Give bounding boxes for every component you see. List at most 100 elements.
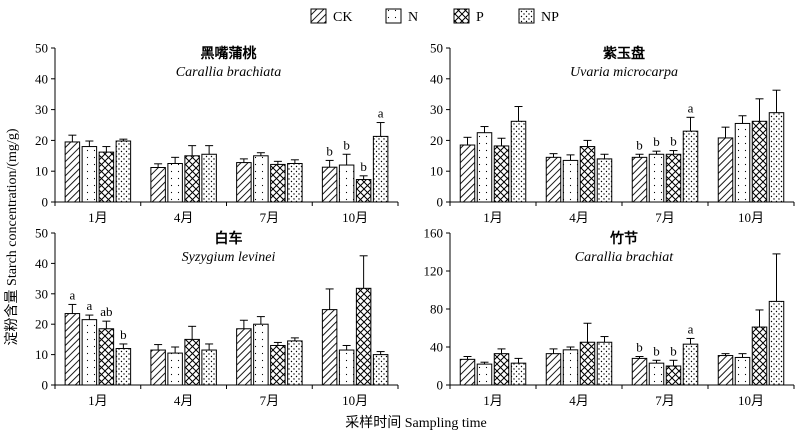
- significance-label: a: [69, 287, 75, 302]
- bar-np: [596, 158, 613, 203]
- bar-ck: [631, 156, 648, 203]
- y-tick-label: 0: [437, 195, 444, 210]
- bar-np: [115, 348, 132, 386]
- bar-p: [579, 341, 596, 386]
- bar-p: [270, 163, 286, 203]
- y-tick-label: 40: [35, 256, 48, 271]
- legend-swatch-ck: [310, 8, 327, 24]
- bar-ck: [459, 144, 476, 203]
- bar-p: [579, 146, 596, 203]
- x-tick-label: 4月: [569, 210, 589, 225]
- bar-p: [493, 145, 510, 203]
- bar-ck: [545, 353, 562, 386]
- bar-ck: [321, 166, 338, 203]
- y-tick-label: 20: [35, 317, 48, 332]
- y-tick-label: 10: [35, 347, 48, 362]
- x-tick-label: 10月: [738, 210, 764, 225]
- bar-n: [253, 323, 269, 386]
- bar-n: [253, 155, 269, 203]
- significance-label: b: [636, 137, 643, 152]
- panel-title: 竹节: [609, 230, 638, 247]
- bar-ck: [631, 357, 648, 386]
- legend-swatch-p: [453, 8, 470, 24]
- bar-np: [287, 163, 303, 203]
- bar-p: [665, 365, 682, 386]
- bar-n: [167, 163, 183, 203]
- bar-n: [648, 362, 665, 386]
- bar-n: [81, 146, 98, 203]
- x-tick-label: 7月: [655, 210, 675, 225]
- significance-label: ab: [100, 304, 112, 319]
- significance-label: b: [326, 143, 333, 158]
- bar-n: [476, 132, 493, 203]
- bar-p: [665, 153, 682, 203]
- bar-np: [510, 120, 527, 203]
- bar-n: [562, 349, 579, 386]
- y-tick-label: 10: [430, 164, 443, 179]
- bar-p: [98, 328, 115, 386]
- bar-np: [372, 135, 389, 203]
- bar-p: [184, 338, 200, 386]
- panel-title: 紫玉盘: [603, 45, 645, 62]
- y-tick-label: 40: [35, 71, 48, 86]
- y-tick-label: 20: [430, 133, 443, 148]
- significance-label: b: [653, 343, 660, 358]
- bar-n: [648, 153, 665, 203]
- y-tick-label: 40: [430, 71, 443, 86]
- bar-p: [751, 326, 768, 386]
- legend-item-p: P: [453, 8, 484, 25]
- legend: CK N P NP: [310, 8, 559, 25]
- significance-label: a: [688, 321, 694, 336]
- legend-label-np: NP: [541, 10, 559, 25]
- bar-ck: [150, 349, 166, 386]
- significance-label: b: [670, 343, 677, 358]
- y-tick-label: 40: [430, 340, 443, 355]
- y-tick-label: 120: [424, 264, 444, 279]
- bar-p: [184, 155, 200, 203]
- y-tick-label: 50: [35, 41, 48, 56]
- y-tick-label: 30: [430, 102, 443, 117]
- y-tick-label: 30: [35, 286, 48, 301]
- panel-title: 黑嘴蒲桃: [201, 45, 257, 62]
- bar-ck: [236, 162, 252, 203]
- bar-n: [734, 356, 751, 386]
- y-tick-label: 20: [35, 133, 48, 148]
- legend-item-n: N: [385, 8, 418, 25]
- legend-label-n: N: [408, 10, 418, 25]
- bar-np: [682, 343, 699, 386]
- bar-n: [338, 164, 355, 203]
- bar-p: [493, 353, 510, 386]
- significance-label: a: [86, 298, 92, 313]
- bar-ck: [64, 141, 81, 203]
- panel-subtitle: Syzygium levinei: [182, 250, 276, 265]
- panel-title: 白车: [215, 230, 243, 247]
- legend-swatch-n: [385, 8, 402, 24]
- x-tick-label: 7月: [260, 393, 280, 408]
- bar-np: [768, 112, 785, 203]
- legend-swatch-np: [518, 8, 535, 24]
- bar-ck: [64, 313, 81, 386]
- y-tick-label: 50: [430, 41, 443, 56]
- bar-ck: [717, 137, 734, 203]
- bar-p: [751, 120, 768, 203]
- bar-np: [201, 349, 217, 386]
- significance-label: b: [670, 134, 677, 149]
- bar-n: [81, 319, 98, 386]
- bar-p: [270, 344, 286, 386]
- x-tick-label: 7月: [260, 210, 280, 225]
- y-tick-label: 10: [35, 164, 48, 179]
- significance-label: b: [653, 134, 660, 149]
- bar-np: [372, 354, 389, 386]
- y-axis-title: 淀粉含量 Starch concentration/(mg/g): [4, 128, 20, 345]
- x-tick-label: 1月: [483, 393, 503, 408]
- y-tick-label: 30: [35, 102, 48, 117]
- bar-ck: [717, 355, 734, 386]
- x-tick-label: 1月: [88, 210, 108, 225]
- y-tick-label: 0: [42, 378, 49, 393]
- x-tick-label: 4月: [174, 393, 194, 408]
- bar-ck: [459, 358, 476, 386]
